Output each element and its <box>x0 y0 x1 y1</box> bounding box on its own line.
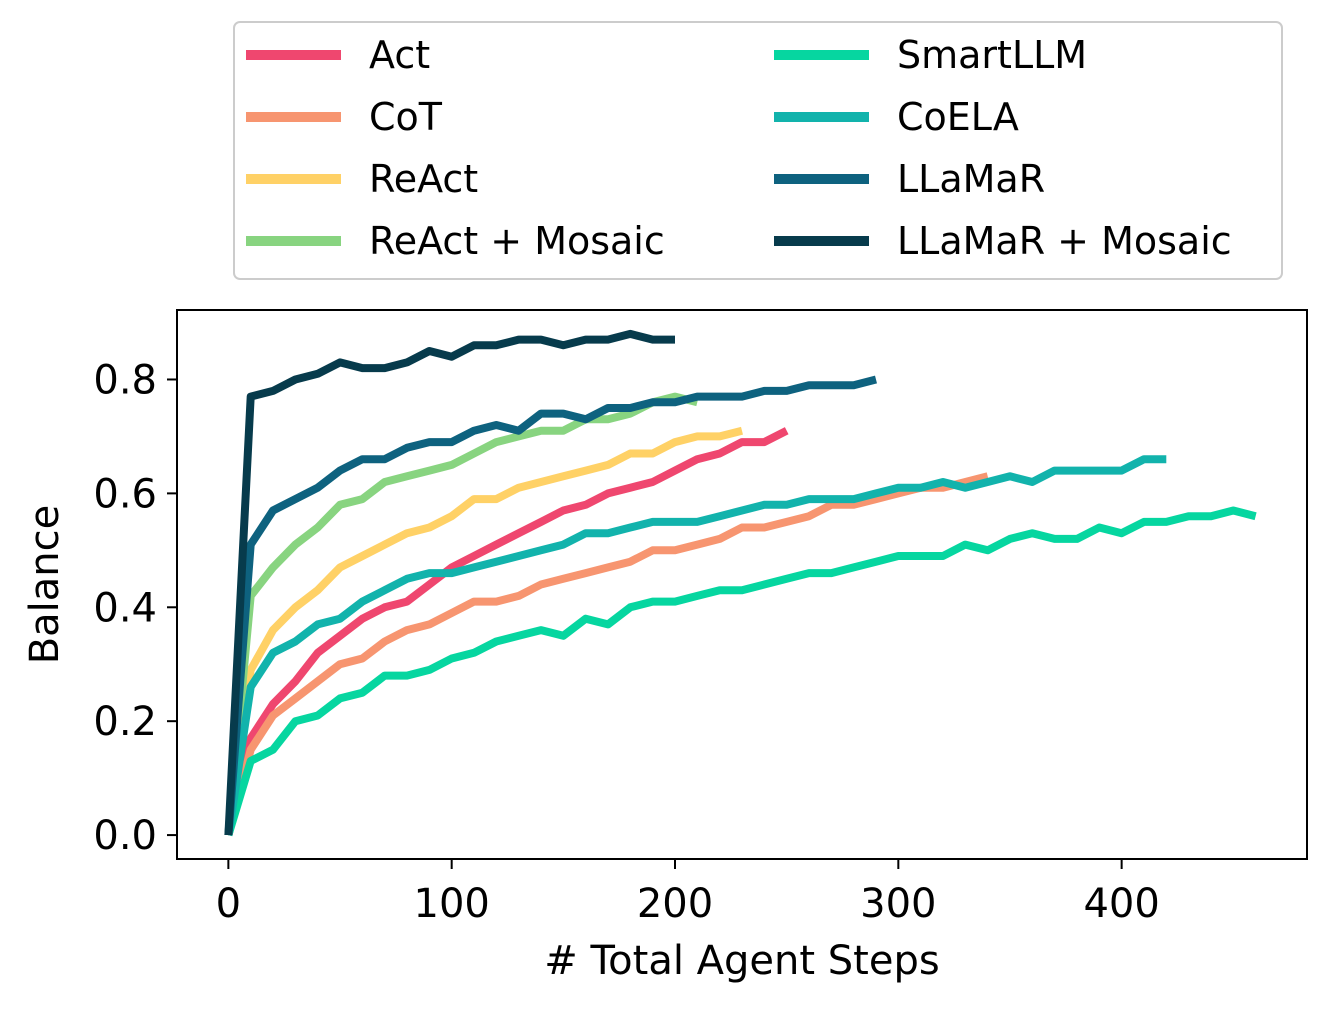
series-line-3 <box>224 392 699 836</box>
y-axis-ticks: 0.0 0.2 0.4 0.6 0.8 <box>93 357 177 859</box>
legend-label: ReAct <box>369 157 478 201</box>
series-line-7 <box>224 329 675 836</box>
legend: Act CoT ReAct ReAct + Mosaic SmartLLM CoELA LL… <box>233 21 1283 280</box>
legend-label: SmartLLM <box>897 33 1087 77</box>
series-line-1 <box>224 472 989 837</box>
x-tick-label: 300 <box>860 881 936 927</box>
series-line-6 <box>224 375 877 836</box>
x-axis-ticks: 0 100 200 300 400 <box>216 859 1160 927</box>
y-axis-label: Balance <box>22 505 68 665</box>
y-tick-label: 0.6 <box>93 471 157 517</box>
legend-frame <box>233 21 1283 280</box>
y-tick-label: 0.2 <box>93 699 157 745</box>
series-line-4 <box>224 506 1257 837</box>
legend-label: CoT <box>369 95 443 139</box>
x-axis-label: # Total Agent Steps <box>544 938 939 984</box>
series-line-0 <box>224 427 789 836</box>
x-tick-label: 200 <box>637 881 713 927</box>
legend-label: CoELA <box>897 95 1019 139</box>
legend-label: LLaMaR <box>897 157 1045 201</box>
series-lines <box>224 329 1257 837</box>
series-line-2 <box>224 426 743 836</box>
series-line-5 <box>224 455 1167 836</box>
plot-area-frame <box>176 309 1308 860</box>
x-tick-label: 100 <box>414 881 490 927</box>
x-tick-label: 400 <box>1083 881 1159 927</box>
legend-label: LLaMaR + Mosaic <box>897 219 1232 263</box>
x-tick-label: 0 <box>216 881 241 927</box>
y-tick-label: 0.4 <box>93 585 157 631</box>
y-tick-label: 0.8 <box>93 357 157 403</box>
legend-label: ReAct + Mosaic <box>369 219 665 263</box>
y-tick-label: 0.0 <box>93 813 157 859</box>
legend-label: Act <box>369 33 430 77</box>
